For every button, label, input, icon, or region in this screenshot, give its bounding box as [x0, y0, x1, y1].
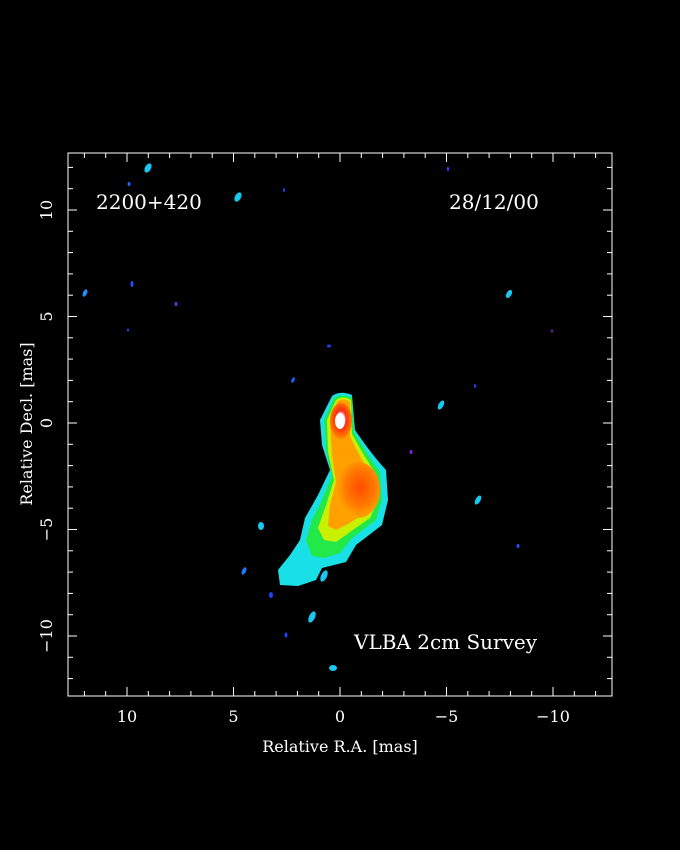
y-tick-label: 0	[37, 418, 56, 428]
jet-fragment	[241, 567, 247, 575]
x-axis-title: Relative R.A. [mas]	[262, 737, 418, 756]
y-axis-title: Relative Decl. [mas]	[17, 342, 36, 505]
jet-fragment	[320, 570, 328, 582]
core-peak	[335, 413, 345, 429]
x-tick-label: 5	[228, 707, 238, 726]
jet-fragment	[288, 567, 300, 577]
survey-label: VLBA 2cm Survey	[353, 630, 538, 654]
x-tick-label: −10	[536, 707, 570, 726]
x-tick-label: 0	[335, 707, 345, 726]
source-name-label: 2200+420	[96, 190, 202, 214]
y-tick-label: 5	[37, 311, 56, 321]
y-tick-labels: 10 5 0 −5 −10	[37, 200, 56, 653]
jet-fragment	[329, 665, 337, 671]
x-tick-label: 10	[117, 707, 137, 726]
jet-fragment	[258, 522, 264, 530]
y-tick-label: −5	[37, 518, 56, 542]
jet-component-blob	[336, 462, 380, 518]
axis-ticks	[68, 153, 612, 696]
jet-fragment	[308, 611, 316, 623]
radio-source-emission	[241, 392, 388, 671]
y-tick-label: −10	[37, 619, 56, 653]
y-tick-label: 10	[37, 200, 56, 220]
x-tick-label: −5	[435, 707, 459, 726]
x-tick-labels: 10 5 0 −5 −10	[117, 707, 570, 726]
epoch-label: 28/12/00	[449, 190, 539, 214]
noise-features	[82, 163, 553, 548]
jet-fragment	[284, 632, 288, 638]
jet-fragment	[269, 592, 273, 598]
